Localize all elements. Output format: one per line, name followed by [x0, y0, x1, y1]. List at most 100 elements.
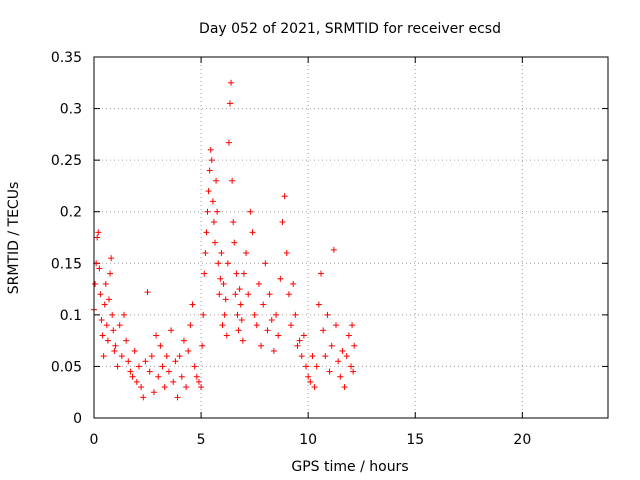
- data-point: [335, 358, 342, 365]
- chart-title: Day 052 of 2021, SRMTID for receiver ecs…: [199, 21, 501, 37]
- data-point: [120, 311, 127, 318]
- data-point: [339, 347, 346, 354]
- data-point: [207, 146, 214, 153]
- axis-ticks: 0 5 10 15 20 0 0.05 0.1 0.15 0.2 0.25 0.3 0.35: [51, 50, 608, 448]
- data-point: [135, 363, 142, 370]
- data-point: [273, 311, 280, 318]
- data-point: [157, 342, 164, 349]
- data-point: [283, 249, 290, 256]
- data-point: [174, 394, 181, 401]
- data-point: [110, 327, 117, 334]
- data-point: [178, 373, 185, 380]
- data-point: [168, 327, 175, 334]
- x-axis-label: GPS time / hours: [291, 459, 408, 475]
- x-tick-label: 5: [197, 432, 206, 448]
- data-point: [96, 265, 103, 272]
- data-point: [290, 280, 297, 287]
- data-point: [281, 193, 288, 200]
- y-tick-label: 0.3: [60, 102, 82, 118]
- data-point: [200, 311, 207, 318]
- data-point: [240, 270, 247, 277]
- data-point: [101, 301, 108, 308]
- data-point: [249, 229, 256, 236]
- y-tick-label: 0.15: [51, 256, 82, 272]
- data-point: [318, 270, 325, 277]
- data-point: [266, 291, 273, 298]
- data-point: [185, 347, 192, 354]
- data-point: [208, 157, 215, 164]
- data-point: [214, 208, 221, 215]
- data-point: [230, 219, 237, 226]
- data-point: [350, 368, 357, 375]
- data-points: [91, 79, 358, 401]
- plot-frame: [93, 56, 609, 419]
- data-point: [98, 317, 105, 324]
- data-point: [279, 219, 286, 226]
- data-point: [349, 322, 356, 329]
- data-point: [155, 373, 162, 380]
- data-point: [305, 373, 312, 380]
- data-point: [189, 301, 196, 308]
- data-point: [206, 167, 213, 174]
- data-point: [104, 337, 111, 344]
- data-point: [264, 327, 271, 334]
- data-point: [150, 389, 157, 396]
- data-point: [222, 296, 229, 303]
- data-point: [303, 363, 310, 370]
- data-point: [205, 188, 212, 195]
- data-point: [300, 332, 307, 339]
- data-point: [270, 347, 277, 354]
- data-point: [146, 368, 153, 375]
- data-point: [228, 79, 235, 86]
- data-point: [123, 337, 130, 344]
- data-point: [239, 337, 246, 344]
- data-point: [309, 353, 316, 360]
- data-point: [210, 219, 217, 226]
- data-point: [95, 229, 102, 236]
- data-point: [140, 394, 147, 401]
- data-point: [247, 208, 254, 215]
- data-point: [221, 311, 228, 318]
- data-point: [260, 301, 267, 308]
- data-point: [292, 311, 299, 318]
- data-point: [127, 368, 134, 375]
- data-point: [203, 229, 210, 236]
- data-point: [315, 301, 322, 308]
- data-point: [220, 280, 227, 287]
- y-tick-label: 0.05: [51, 359, 82, 375]
- data-point: [322, 353, 329, 360]
- data-point: [219, 322, 226, 329]
- data-point: [111, 347, 118, 354]
- data-point: [235, 327, 242, 334]
- data-point: [201, 270, 208, 277]
- data-point: [191, 363, 198, 370]
- data-point: [238, 317, 245, 324]
- data-point: [170, 378, 177, 385]
- data-point: [204, 208, 211, 215]
- data-point: [131, 347, 138, 354]
- data-point: [105, 296, 112, 303]
- data-point: [209, 198, 216, 205]
- data-point: [159, 363, 166, 370]
- y-tick-label: 0: [73, 411, 82, 427]
- data-point: [313, 363, 320, 370]
- y-axis-label: SRMTID / TECUs: [6, 182, 22, 295]
- x-tick-label: 20: [513, 432, 531, 448]
- data-point: [163, 353, 170, 360]
- data-point: [237, 301, 244, 308]
- data-point: [258, 342, 265, 349]
- data-point: [109, 311, 116, 318]
- y-tick-label: 0.1: [60, 308, 82, 324]
- data-point: [298, 353, 305, 360]
- data-point: [103, 322, 110, 329]
- x-tick-label: 15: [406, 432, 424, 448]
- data-point: [213, 177, 220, 184]
- data-point: [97, 291, 104, 298]
- data-point: [277, 275, 284, 282]
- y-tick-label: 0.2: [60, 205, 82, 221]
- data-point: [285, 291, 292, 298]
- data-point: [341, 384, 348, 391]
- data-point: [195, 378, 202, 385]
- data-point: [112, 342, 119, 349]
- data-point: [133, 378, 140, 385]
